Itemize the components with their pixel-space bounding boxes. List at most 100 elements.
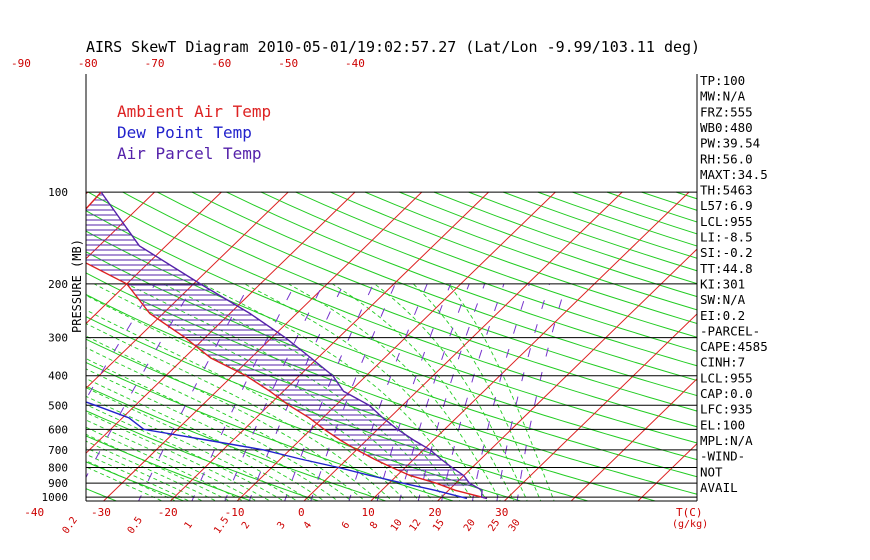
moist-adiabat-line [86,440,218,501]
legend-ambient-air-temp: Ambient Air Temp [117,102,271,121]
moist-adiabat-line [86,378,326,501]
index-entry: L57:6.9 [700,198,753,213]
temp-tick-bottom-label: 0 [298,506,305,519]
moist-adiabat-line [202,283,474,501]
cape-hatching [86,194,473,486]
dew-point-temp-line [86,401,468,500]
moist-adiabat-line [86,387,312,501]
air-parcel-temp-line [100,191,488,500]
index-entry: TH:5463 [700,183,753,198]
moist-adiabat-line [332,283,515,501]
pressure-tick-label: 900 [48,477,68,490]
index-entry: SI:-0.2 [700,245,753,260]
index-entry: EL:100 [700,417,745,432]
moist-adiabat-line [86,411,272,501]
temp-tick-bottom-label: -20 [158,506,178,519]
pressure-tick-label: 300 [48,332,68,345]
dry-adiabat-line [191,191,697,382]
mixing-ratio-label: (g/kg) [672,519,708,530]
moist-adiabat-line [162,283,461,501]
moist-adiabat-line [86,426,245,501]
dry-adiabat-line [86,272,697,495]
mixing-ratio-line [138,283,251,501]
index-entry: LCL:955 [700,214,753,229]
moist-adiabat-line [86,368,339,501]
isotherm-line [436,248,697,501]
mixing-ratio-tick-label: 3 [276,520,288,531]
dry-adiabat-line [0,192,55,503]
mixing-ratio-tick-label: 15 [431,517,447,533]
temp-tick-bottom-label: 30 [495,506,508,519]
dry-adiabat-line [780,192,870,503]
pressure-tick-label: 600 [48,423,68,436]
index-entry: FRZ:555 [700,104,753,119]
dry-adiabat-line [86,210,697,444]
dry-adiabat-line [260,191,697,352]
dry-adiabat-line [86,251,697,478]
profile-series [86,191,488,500]
mixing-ratio-line [417,283,486,501]
pressure-tick-label: 700 [48,444,68,457]
temp-tick-top-label: -40 [345,57,365,70]
temp-tick-top-label: -80 [78,57,98,70]
index-entry: MW:N/A [700,89,746,104]
pressure-tick-label: 100 [48,186,68,199]
index-entry: NOT [700,464,723,479]
dry-adiabat-line [295,191,697,338]
mixing-ratio-ticks: 0.2 0.5 1 1.5 2 3 4 6 8 10 12 15 20 25 30 [61,515,523,536]
isotherm-line [503,313,697,501]
isotherm-line [236,191,556,501]
mixing-ratio-tick-label: 6 [340,520,352,531]
moist-adiabat-line [374,283,528,501]
moist-adiabat-line [86,358,353,501]
index-entry: AVAIL [700,480,738,495]
mixing-ratio-line [348,283,428,501]
temp-tick-bottom-label: 10 [362,506,375,519]
chart-title: AIRS SkewT Diagram 2010-05-01/19:02:57.2… [86,38,700,56]
temp-tick-bottom-label: -40 [24,506,44,519]
index-entry: TP:100 [700,73,745,88]
index-entry: LCL:955 [700,370,753,385]
mixing-ratio-line [471,283,530,501]
moist-adiabat-line [288,283,501,501]
dry-adiabat-line [87,191,697,428]
isotherm-line [169,191,489,501]
dry-adiabat-line [122,191,697,412]
mixing-ratio-tick-label: 12 [408,517,424,533]
isotherm-line [0,192,21,503]
isotherm-line [86,191,356,454]
y-axis-label: PRESSURE (MB) [70,239,84,333]
moist-adiabat-line [86,453,191,501]
dry-adiabat-line [86,461,186,501]
temp-tick-top-label: -90 [11,57,31,70]
moist-adiabat-line [447,283,555,501]
index-entry: WB0:480 [700,120,753,135]
moist-adiabat-line [86,347,366,501]
index-entry: CAPE:4585 [700,339,768,354]
mixing-ratio-tick-label: 1 [183,520,195,531]
temp-tick-bottom-label: -30 [91,506,111,519]
temp-tick-top-label: -60 [211,57,231,70]
index-entry: RH:56.0 [700,151,753,166]
mixing-ratio-tick-label: 0.5 [126,515,145,536]
isotherm-line [86,191,155,260]
dry-adiabat-line [330,191,697,325]
dry-adiabat-line [86,316,590,501]
temp-tick-bottom-label: -10 [225,506,245,519]
index-entry: -PARCEL- [700,323,760,338]
dry-adiabat-line [86,435,253,501]
dry-adiabat-line [86,385,388,501]
mixing-ratio-tick-label: 10 [389,517,405,533]
mixing-ratio-tick-label: 0.2 [61,515,80,536]
index-entry: CINH:7 [700,355,745,370]
mixing-ratio-line [191,283,296,501]
isotherm-line [370,191,690,501]
temp-ticks-top: -120-110-100-90-80-70-60-50-40 [11,57,365,70]
dry-adiabat-line [433,191,697,285]
mixing-ratio-tick-label: 4 [302,520,314,531]
index-entry: LFC:935 [700,402,753,417]
moist-adiabat-line [86,404,285,501]
